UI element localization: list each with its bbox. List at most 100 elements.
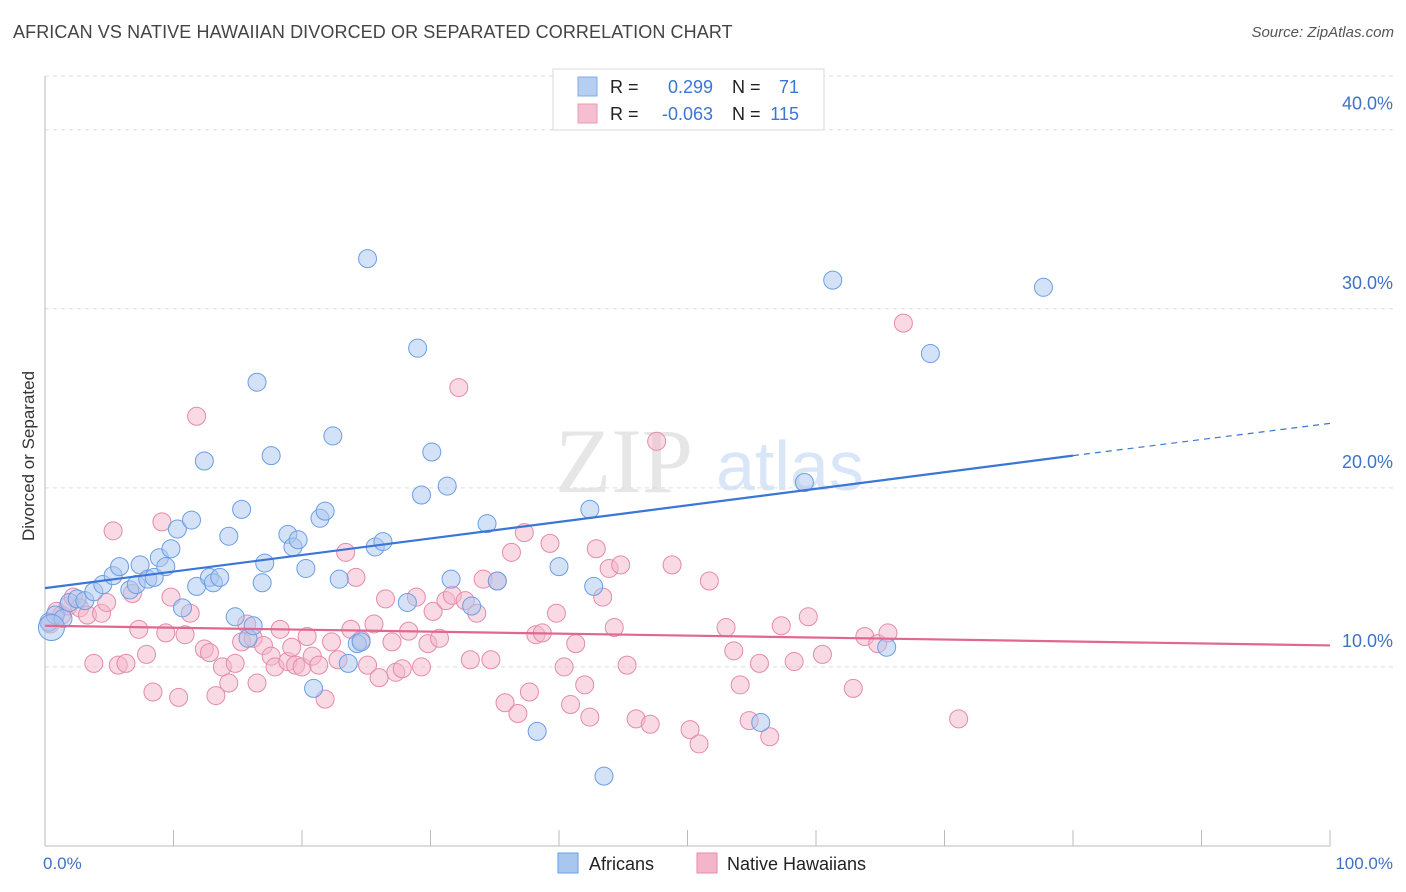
africans-point [794, 472, 814, 492]
series-legend-label-native-hawaiians: Native Hawaiians [727, 854, 866, 874]
native-hawaiians-point [640, 714, 660, 734]
native-hawaiians-point [843, 678, 863, 698]
y-tick-label: 10.0% [1342, 631, 1393, 651]
native-hawaiians-point [566, 634, 586, 654]
native-hawaiians-point [84, 653, 104, 673]
africans-point [172, 598, 192, 618]
legend-r-label-2: R = [610, 104, 639, 124]
legend-swatch-africans [577, 76, 598, 97]
native-hawaiians-point [481, 650, 501, 670]
africans-point [877, 637, 897, 657]
africans-point [329, 569, 349, 589]
native-hawaiians-point [617, 655, 637, 675]
native-hawaiians-point [206, 686, 226, 706]
africans-point [408, 338, 428, 358]
native-hawaiians-point [798, 607, 818, 627]
africans-point [358, 249, 378, 269]
native-hawaiians-point [514, 523, 534, 543]
native-hawaiians-point [501, 542, 521, 562]
africans-point [422, 442, 442, 462]
legend-r-value-1: 0.299 [668, 77, 713, 97]
legend-n-value-1: 71 [779, 77, 799, 97]
africans-point [373, 532, 393, 552]
y-tick-label: 30.0% [1342, 273, 1393, 293]
africans-point [194, 451, 214, 471]
africans-point [243, 616, 263, 636]
africans-point [37, 614, 65, 642]
africans-point [594, 766, 614, 786]
africans-point [1033, 277, 1053, 297]
native-hawaiians-point [724, 641, 744, 661]
native-hawaiians-point [143, 682, 163, 702]
native-hawaiians-point [137, 644, 157, 664]
native-hawaiians-point [346, 567, 366, 587]
native-hawaiians-point [449, 378, 469, 398]
africans-point [210, 567, 230, 587]
series-legend-label-africans: Africans [589, 854, 654, 874]
trend-lines [44, 422, 1331, 647]
native-hawaiians-point [495, 693, 515, 713]
africans-point [477, 514, 497, 534]
correlation-legend: R = 0.299 N = 71 R = -0.063 N = 115 [552, 68, 825, 131]
native-hawaiians-point [322, 632, 342, 652]
africans-point [288, 530, 308, 550]
native-hawaiians-point [187, 406, 207, 426]
africans-point [462, 596, 482, 616]
africans-point [255, 553, 275, 573]
africans-point [920, 344, 940, 364]
native-hawaiians-point [554, 657, 574, 677]
native-hawaiians-point [784, 652, 804, 672]
native-hawaiians-point [716, 618, 736, 638]
native-hawaiians-point [812, 644, 832, 664]
watermark-atlas: atlas [716, 427, 864, 505]
africans-point [261, 446, 281, 466]
africans-trend-extension [1072, 422, 1331, 457]
native-hawaiians-point [749, 653, 769, 673]
native-hawaiians-point [369, 668, 389, 688]
native-hawaiians-point [730, 675, 750, 695]
africans-point [338, 653, 358, 673]
chart-title: AFRICAN VS NATIVE HAWAIIAN DIVORCED OR S… [13, 22, 733, 42]
africans-trend-line [44, 454, 1074, 590]
native-hawaiians-point [97, 592, 117, 612]
native-hawaiians-point [540, 533, 560, 553]
africans-point [487, 571, 507, 591]
native-hawaiians-point [219, 673, 239, 693]
x-tick-label-max: 100.0% [1335, 854, 1393, 873]
africans-point [527, 721, 547, 741]
africans-point [304, 678, 324, 698]
africans-point [315, 501, 335, 521]
native-hawaiians-point [392, 659, 412, 679]
africans-point [397, 592, 417, 612]
native-hawaiians-point [760, 727, 780, 747]
native-hawaiians-point [680, 720, 700, 740]
native-hawaiians-point [129, 619, 149, 639]
native-hawaiians-point [309, 655, 329, 675]
native-hawaiians-point [358, 655, 378, 675]
native-hawaiians-point [225, 653, 245, 673]
africans-point [412, 485, 432, 505]
native-hawaiians-point [575, 675, 595, 695]
native-hawaiians-point [169, 687, 189, 707]
native-hawaiians-point [662, 555, 682, 575]
series-legend-swatch-africans [557, 852, 579, 874]
y-tick-label: 20.0% [1342, 452, 1393, 472]
legend-swatch-native-hawaiians [577, 103, 598, 124]
africans-point [219, 526, 239, 546]
native-hawaiians-point [647, 431, 667, 451]
native-hawaiians-point [297, 626, 317, 646]
native-hawaiians-point [336, 542, 356, 562]
series-legend: Africans Native Hawaiians [557, 852, 866, 874]
native-hawaiians-point [152, 512, 172, 532]
y-tick-labels: 10.0% 20.0% 30.0% 40.0% [1342, 94, 1393, 651]
source-credit: Source: ZipAtlas.com [1251, 24, 1394, 41]
africans-point [252, 573, 272, 593]
native-hawaiians-point [519, 682, 539, 702]
native-hawaiians-point [282, 637, 302, 657]
native-hawaiians-point [949, 709, 969, 729]
native-hawaiians-point [508, 703, 528, 723]
legend-r-value-2: -0.063 [662, 104, 713, 124]
native-hawaiians-point [412, 657, 432, 677]
africans-point [351, 632, 371, 652]
